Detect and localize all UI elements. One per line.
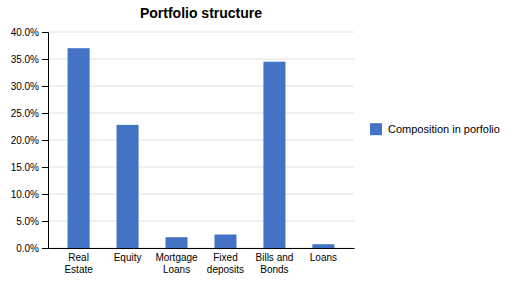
chart-svg: Portfolio structure 0.0% 5.0% 10.0% 15.0% 20.… <box>0 0 524 288</box>
y-tick-label: 10.0% <box>11 189 39 200</box>
x-tick: Loans <box>310 252 337 263</box>
y-tick: 25.0% <box>11 108 48 119</box>
y-tick-mark <box>42 221 48 222</box>
x-axis-line <box>49 248 355 249</box>
y-tick-label: 35.0% <box>11 54 39 65</box>
bar <box>117 125 139 248</box>
legend: Composition in porfolio <box>370 123 500 135</box>
chart-container: Portfolio structure 0.0% 5.0% 10.0% 15.0% 20.… <box>0 0 524 288</box>
legend-item: Composition in porfolio <box>370 123 500 135</box>
x-tick: Bills andBonds <box>256 252 294 275</box>
y-axis: 0.0% 5.0% 10.0% 15.0% 20.0% 25.0% 30.0% 35.0% 40… <box>11 27 49 254</box>
x-tick: RealEstate <box>64 252 93 275</box>
y-tick: 20.0% <box>11 135 48 146</box>
x-tick-label: Fixeddeposits <box>207 252 244 275</box>
bar <box>68 48 90 248</box>
y-tick: 35.0% <box>11 54 48 65</box>
y-tick: 15.0% <box>11 162 48 173</box>
y-tick-label: 15.0% <box>11 162 39 173</box>
y-tick: 40.0% <box>11 27 48 38</box>
y-tick-label: 40.0% <box>11 27 39 38</box>
y-tick: 0.0% <box>16 243 48 254</box>
x-tick-label: Equity <box>114 252 142 263</box>
legend-swatch <box>370 123 382 135</box>
x-tick-label: RealEstate <box>64 252 93 275</box>
y-tick-mark <box>42 113 48 114</box>
x-tick-label: Bills andBonds <box>256 252 294 275</box>
y-tick-mark <box>42 194 48 195</box>
x-axis: RealEstate Equity MortgageLoans Fixeddeposi… <box>49 249 355 275</box>
y-tick-mark <box>42 32 48 33</box>
y-tick-mark <box>42 167 48 168</box>
x-tick-label: Loans <box>310 252 337 263</box>
y-tick-mark <box>42 86 48 87</box>
y-tick-label: 5.0% <box>16 216 39 227</box>
bar <box>312 244 334 248</box>
grid-line <box>48 194 354 195</box>
bar <box>166 237 188 248</box>
grid-line <box>48 32 354 33</box>
grid-line <box>48 167 354 168</box>
x-tick: MortgageLoans <box>155 252 198 275</box>
y-tick-mark <box>42 248 48 249</box>
x-tick: Equity <box>114 252 142 263</box>
bar <box>214 235 236 249</box>
y-tick: 30.0% <box>11 81 48 92</box>
y-tick: 5.0% <box>16 216 48 227</box>
y-axis-line <box>42 33 49 249</box>
y-tick: 10.0% <box>11 189 48 200</box>
y-tick-label: 25.0% <box>11 108 39 119</box>
grid-line <box>48 248 354 249</box>
grid-line <box>48 113 354 114</box>
grid-line <box>48 86 354 87</box>
legend-label: Composition in porfolio <box>388 123 500 135</box>
bar <box>263 62 285 248</box>
bars <box>68 48 335 248</box>
y-tick-label: 0.0% <box>16 243 39 254</box>
y-tick-label: 20.0% <box>11 135 39 146</box>
y-tick-mark <box>42 140 48 141</box>
grid <box>48 32 354 248</box>
plot-area: 0.0% 5.0% 10.0% 15.0% 20.0% 25.0% 30.0% 35.0% 40… <box>11 27 355 275</box>
grid-line <box>48 221 354 222</box>
chart-title: Portfolio structure <box>140 5 262 21</box>
grid-line <box>48 140 354 141</box>
y-tick-label: 30.0% <box>11 81 39 92</box>
x-tick-label: MortgageLoans <box>155 252 198 275</box>
grid-line <box>48 59 354 60</box>
x-tick: Fixeddeposits <box>207 252 244 275</box>
y-tick-mark <box>42 59 48 60</box>
